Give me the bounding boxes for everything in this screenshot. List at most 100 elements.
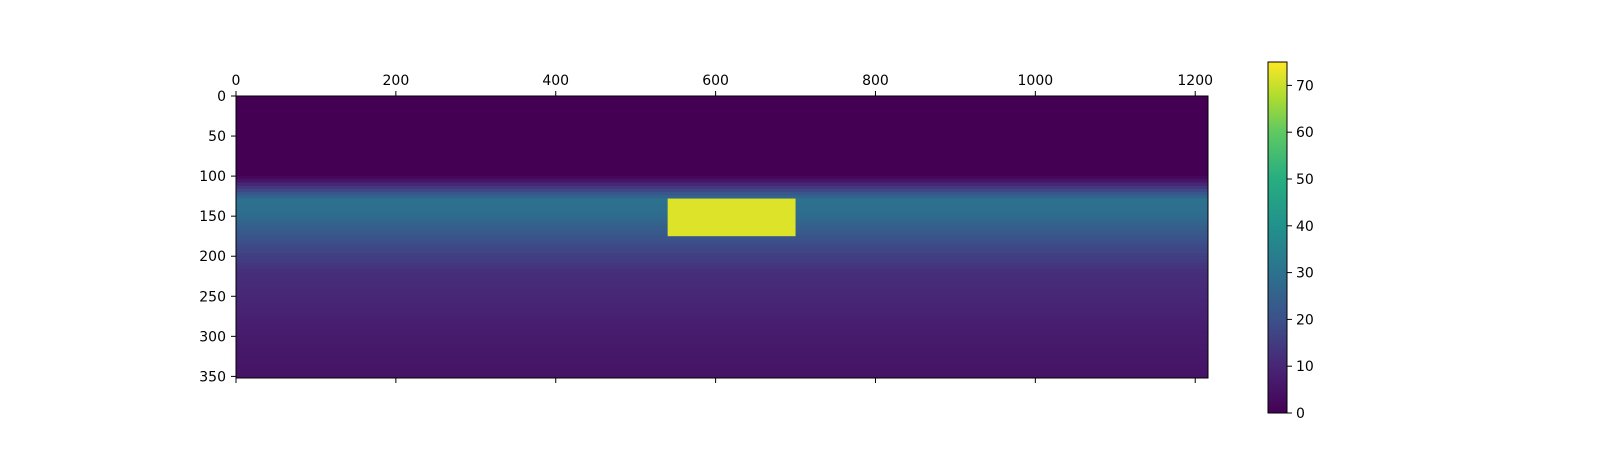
heatmap-band: [236, 352, 1208, 357]
heatmap-band: [236, 374, 1208, 378]
x-tick-label: 1200: [1177, 73, 1213, 89]
heatmap-band: [236, 269, 1208, 273]
heatmap-band: [236, 140, 1208, 145]
heatmap-band: [236, 272, 1208, 277]
heatmap-band: [236, 134, 1208, 139]
heatmap-band: [236, 115, 1208, 120]
heatmap-band: [236, 285, 1208, 289]
heatmap-band: [236, 128, 1208, 132]
heatmap-band: [236, 137, 1208, 142]
heatmap-band: [236, 313, 1208, 318]
heatmap-band: [236, 131, 1208, 136]
heatmap-band: [236, 304, 1208, 309]
heatmap-band: [236, 112, 1208, 116]
heatmap-band: [236, 96, 1208, 100]
heatmap-image: [236, 96, 1208, 378]
colorbar-tick-label: 60: [1296, 125, 1314, 141]
heatmap-band: [236, 323, 1208, 328]
colorbar: [1267, 61, 1288, 414]
heatmap-band: [236, 320, 1208, 325]
heatmap-band: [236, 156, 1208, 161]
heatmap-band: [236, 358, 1208, 363]
heatmap-band: [236, 301, 1208, 305]
heatmap-band: [236, 124, 1208, 129]
heatmap-band: [236, 176, 1208, 180]
colorbar-tick-label: 40: [1296, 219, 1314, 235]
heatmap-band: [236, 182, 1208, 187]
colorbar-tick-label: 30: [1296, 266, 1314, 282]
heatmap-band: [236, 253, 1208, 257]
heatmap-band: [236, 99, 1208, 104]
heatmap-band: [236, 185, 1208, 190]
heatmap-band: [236, 192, 1208, 196]
heatmap-band: [236, 160, 1208, 164]
heatmap-band: [236, 349, 1208, 353]
heatmap-band: [236, 195, 1208, 200]
heatmap-band: [236, 336, 1208, 341]
y-tick-label: 200: [199, 249, 226, 265]
y-tick-label: 50: [208, 129, 226, 145]
heatmap-band: [236, 150, 1208, 155]
heatmap-band: [236, 121, 1208, 126]
x-axis-ticks: 0 200 400 600 800 1000 1200: [232, 73, 1213, 383]
heatmap-band: [236, 188, 1208, 193]
colorbar-tick-label: 0: [1296, 406, 1305, 422]
y-tick-label: 250: [199, 289, 226, 305]
heatmap-band: [236, 329, 1208, 334]
heatmap-band: [236, 249, 1208, 254]
y-tick-label: 300: [199, 329, 226, 345]
x-tick-label: 400: [542, 73, 569, 89]
heatmap-band: [236, 333, 1208, 337]
heatmap-band: [236, 275, 1208, 280]
y-tick-label: 150: [199, 209, 226, 225]
heatmap-band: [236, 105, 1208, 110]
colorbar-tick-label: 10: [1296, 359, 1314, 375]
heatmap-band: [236, 179, 1208, 184]
heatmap-band: [236, 307, 1208, 312]
heatmap-band: [236, 345, 1208, 350]
heatmap-band: [236, 172, 1208, 177]
colorbar-ticks: 0 10 20 30 40 50 60 70: [1287, 78, 1314, 422]
heatmap-band: [236, 361, 1208, 366]
y-tick-label: 350: [199, 369, 226, 385]
heatmap-band: [236, 240, 1208, 245]
heatmap-band: [236, 259, 1208, 264]
heatmap-band: [236, 342, 1208, 347]
plot-frame: [235, 95, 1209, 379]
heatmap-band: [236, 169, 1208, 174]
heatmap-band: [236, 265, 1208, 270]
heatmap-band: [236, 102, 1208, 107]
x-tick-label: 0: [232, 73, 241, 89]
heatmap-band: [236, 281, 1208, 286]
colorbar-tick-label: 70: [1296, 78, 1314, 94]
y-tick-label: 0: [217, 89, 226, 105]
heatmap-band: [236, 166, 1208, 171]
heatmap-band: [236, 147, 1208, 152]
heatmap-band: [236, 256, 1208, 261]
heatmap-band: [236, 288, 1208, 293]
heatmap-band: [236, 326, 1208, 331]
far-region: [667, 198, 796, 237]
x-tick-label: 200: [383, 73, 410, 89]
heatmap-band: [236, 291, 1208, 296]
heatmap-band: [236, 339, 1208, 344]
colorbar-tick-label: 50: [1296, 172, 1314, 188]
heatmap-band: [236, 368, 1208, 373]
heatmap-band: [236, 144, 1208, 148]
heatmap-band: [236, 278, 1208, 283]
heatmap-band: [236, 237, 1208, 241]
heatmap-band: [236, 262, 1208, 267]
heatmap-band: [236, 310, 1208, 315]
heatmap-band: [236, 246, 1208, 251]
heatmap-band: [236, 365, 1208, 369]
x-tick-label: 600: [702, 73, 729, 89]
heatmap-band: [236, 163, 1208, 168]
heatmap-band: [236, 297, 1208, 302]
y-tick-label: 100: [199, 169, 226, 185]
heatmap-band: [236, 294, 1208, 299]
heatmap-band: [236, 243, 1208, 248]
x-tick-label: 800: [862, 73, 889, 89]
colorbar-tick-label: 20: [1296, 312, 1314, 328]
heatmap-band: [236, 118, 1208, 123]
